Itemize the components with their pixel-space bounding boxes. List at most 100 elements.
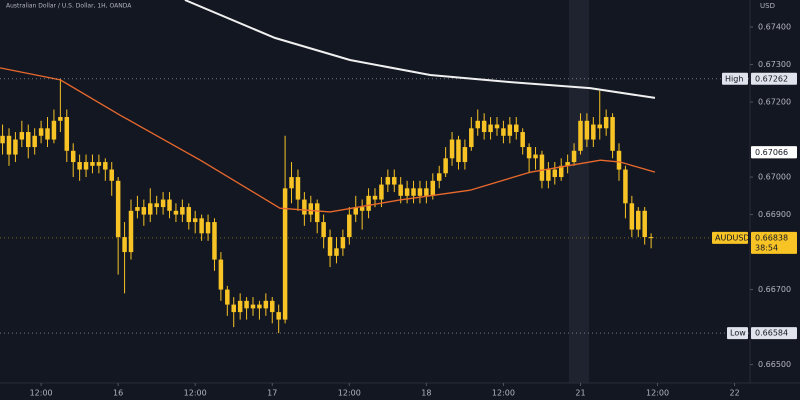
candle-body xyxy=(173,210,179,215)
candle-body xyxy=(533,154,538,159)
candle-body xyxy=(636,210,641,230)
candle-body xyxy=(148,203,153,215)
candle-body xyxy=(366,195,371,211)
y-tick-label: 0.66900 xyxy=(758,210,791,219)
price-box xyxy=(751,327,797,340)
candle-body xyxy=(167,199,172,211)
candle-body xyxy=(225,289,230,305)
candle-body xyxy=(205,222,211,234)
moving-average xyxy=(0,67,656,213)
x-tick-label: 21 xyxy=(575,389,585,398)
candle-body xyxy=(257,304,262,309)
candle-body xyxy=(115,180,121,238)
candle-body xyxy=(141,207,147,215)
candle-body xyxy=(295,177,301,200)
candle-body xyxy=(90,162,95,166)
candle-body xyxy=(385,177,391,185)
candle-body xyxy=(514,124,519,133)
candle-body xyxy=(392,177,397,185)
price-label-box xyxy=(712,231,748,244)
candle-body xyxy=(231,304,236,313)
candle-body xyxy=(507,124,513,136)
candle-body xyxy=(32,135,37,148)
candle-body xyxy=(103,162,108,170)
price-value: 0.67066 xyxy=(755,148,788,157)
candle-body xyxy=(520,132,525,148)
candle-body xyxy=(263,300,269,309)
candle-body xyxy=(436,173,442,181)
price-box xyxy=(751,146,797,159)
price-label: AUDUSD xyxy=(715,233,750,242)
candle-body xyxy=(45,128,50,140)
candle-body xyxy=(411,188,416,196)
candle-body xyxy=(462,147,468,163)
candle-body xyxy=(565,162,570,166)
candle-body xyxy=(398,184,403,196)
chart-title: Australian Dollar / U.S. Dollar, 1H, OAN… xyxy=(6,3,132,10)
x-tick-label: 12:00 xyxy=(30,389,53,398)
x-tick-label: 12:00 xyxy=(646,389,669,398)
x-tick-label: 18 xyxy=(421,389,431,398)
candle-body xyxy=(192,218,198,223)
price-label: High xyxy=(725,74,743,83)
x-tick-label: 16 xyxy=(113,389,123,398)
session-highlight xyxy=(569,0,589,383)
candle-body xyxy=(552,169,558,178)
price-value: 0.66838 xyxy=(755,233,788,242)
candle-body xyxy=(6,135,12,155)
y-tick-label: 0.66500 xyxy=(758,360,791,369)
y-tick-label: 0.67000 xyxy=(758,173,791,182)
candle-body xyxy=(597,124,602,129)
price-label: Low xyxy=(730,329,746,338)
candle-body xyxy=(38,128,44,136)
candle-body xyxy=(308,203,314,215)
candle-body xyxy=(546,169,551,181)
candle-body xyxy=(218,259,224,290)
price-label-box xyxy=(727,327,748,340)
candle-body xyxy=(526,147,532,159)
candle-body xyxy=(321,222,326,238)
candle-body xyxy=(629,203,635,230)
candle-body xyxy=(199,218,204,234)
candle-body xyxy=(616,150,622,170)
candle-body xyxy=(449,139,455,159)
candle-body xyxy=(289,177,294,189)
candle-body xyxy=(212,222,217,260)
candle-body xyxy=(244,300,249,309)
candle-body xyxy=(347,214,352,238)
candle-body xyxy=(648,237,654,239)
candle-body xyxy=(424,188,429,196)
candle-body xyxy=(469,128,474,148)
candle-body xyxy=(250,304,256,309)
candle-body xyxy=(591,124,596,140)
candle-body xyxy=(334,248,339,256)
candle-body xyxy=(481,120,487,133)
candle-body xyxy=(109,169,114,181)
price-label-box xyxy=(722,72,748,85)
candle-body xyxy=(642,210,647,238)
candle-body xyxy=(417,188,423,196)
candle-body xyxy=(353,207,358,215)
candle-body xyxy=(443,158,448,174)
candle-body xyxy=(558,165,564,178)
candle-body xyxy=(578,120,583,151)
candle-body xyxy=(340,237,346,249)
candle-body xyxy=(610,117,615,151)
candle-body xyxy=(83,162,89,170)
candle-body xyxy=(584,120,590,140)
candle-body xyxy=(96,162,102,166)
candle-body xyxy=(571,150,577,163)
candle-body xyxy=(501,128,506,136)
y-tick-label: 0.67300 xyxy=(758,60,791,69)
candle-body xyxy=(154,203,159,208)
candle-body xyxy=(237,300,243,313)
price-value: 0.66584 xyxy=(755,329,788,338)
candle-body xyxy=(282,188,288,320)
candle-body xyxy=(359,207,365,211)
x-tick-label: 12:00 xyxy=(492,389,515,398)
y-tick-label: 0.66700 xyxy=(758,285,791,294)
candle-body xyxy=(404,188,410,196)
price-box xyxy=(751,72,797,85)
